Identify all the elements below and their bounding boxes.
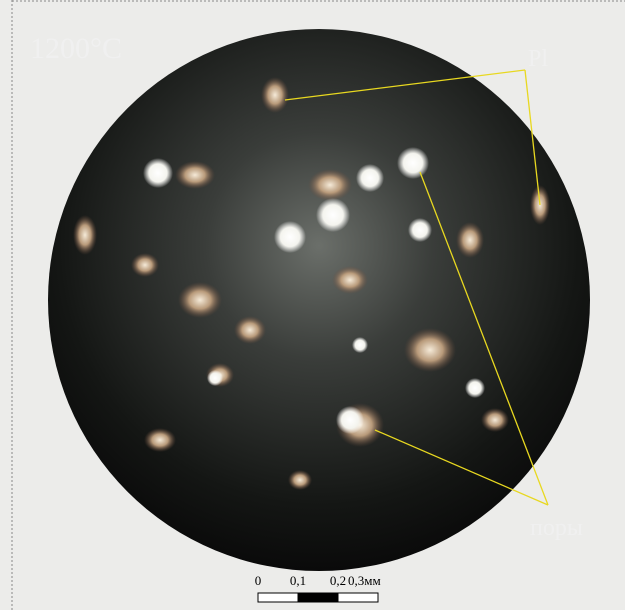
scale-label: 0,3мм [348, 573, 381, 588]
field-of-view [48, 29, 590, 571]
temperature-label: 1200°C [30, 32, 122, 65]
scale-label: 0,1 [290, 573, 306, 588]
plagioclase-label: Pl [528, 46, 548, 72]
scale-label: 0 [255, 573, 262, 588]
scale-label: 0,2 [330, 573, 346, 588]
micrograph: 1200°C Pl поры 0 0,1 0,2 0,3мм [0, 0, 625, 610]
pores-label: поры [530, 515, 583, 541]
